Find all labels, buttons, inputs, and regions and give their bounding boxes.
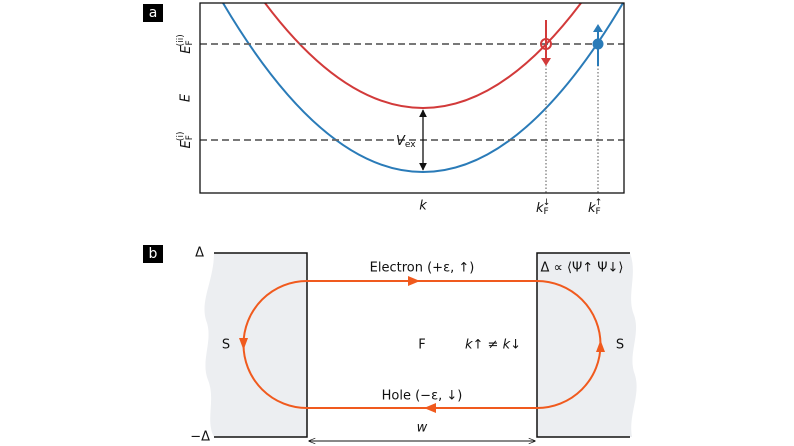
gap-label: Vex [396, 134, 416, 150]
k-label: k [419, 199, 427, 214]
kf-down-label: kF↓ [536, 198, 550, 217]
spin-up-point [592, 38, 604, 50]
width-label: w [417, 421, 428, 436]
left-superconductor [204, 253, 307, 437]
right-region-label: S [616, 338, 624, 353]
delta-bottom: −Δ [190, 430, 210, 445]
andreev-loop [242, 280, 602, 409]
condition-label: k↑ ≠ k↓ [465, 338, 521, 353]
fermi-high-label: EF(ii) [176, 34, 195, 53]
panel-label-box [143, 4, 163, 22]
kf-up-label: kF↑ [588, 198, 602, 217]
panel-b: b Δ −Δ Electron (+ε, ↑) Hole (−ε, ↓) Δ ∝… [143, 245, 637, 445]
plot-frame [199, 2, 625, 194]
middle-region-label: F [418, 338, 425, 353]
right-edge [536, 252, 630, 438]
left-region-label: S [222, 338, 230, 353]
spin-down-band [264, 3, 582, 109]
electron-label: Electron (+ε, ↑) [370, 261, 475, 276]
fermi-low-label: EF(i) [176, 132, 195, 149]
hole-label: Hole (−ε, ↓) [382, 389, 463, 404]
right-superconductor [537, 253, 637, 437]
panel-a: a Vex EF(ii) E EF(i) k kF↓ kF↑ [143, 2, 625, 217]
energy-label: E [179, 93, 194, 102]
left-edge [214, 252, 308, 438]
spin-up-band [222, 3, 624, 173]
panel-label: a [149, 5, 158, 21]
panel-label: b [149, 246, 158, 262]
panel-label-box [143, 245, 163, 263]
delta-top: Δ [195, 246, 204, 261]
spin-down-point [540, 38, 552, 50]
order-parameter: Δ ∝ ⟨Ψ↑ Ψ↓⟩ [541, 261, 624, 276]
